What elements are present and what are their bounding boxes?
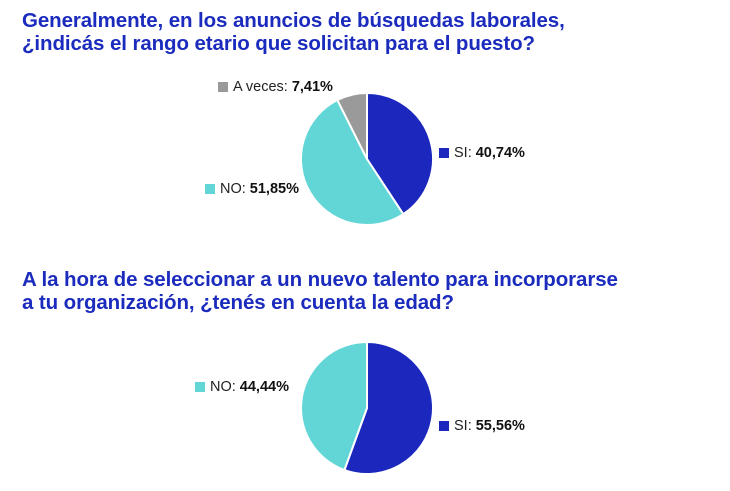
- chart2-title: A la hora de seleccionar a un nuevo tale…: [22, 268, 618, 314]
- legend-value: 40,74%: [475, 145, 525, 161]
- no-swatch-icon: [205, 184, 215, 194]
- si-swatch-icon: [439, 148, 449, 158]
- chart1-pie: [299, 92, 434, 226]
- legend-value: 55,56%: [475, 418, 525, 434]
- chart2-title-line1: A la hora de seleccionar a un nuevo tale…: [22, 268, 618, 291]
- chart2-legend-no: NO: 44,44%: [195, 379, 289, 395]
- chart2-title-line2: a tu organización, ¿tenés en cuenta la e…: [22, 291, 454, 314]
- pie-slice-no: [300, 341, 368, 472]
- legend-value: 44,44%: [239, 379, 289, 395]
- legend-value: 7,41%: [291, 79, 333, 95]
- legend-value: 51,85%: [249, 181, 299, 197]
- a-veces-swatch-icon: [218, 82, 228, 92]
- chart1-title: Generalmente, en los anuncios de búsqued…: [22, 9, 565, 55]
- pie-slice-a-veces: [336, 92, 368, 160]
- legend-label: A veces:: [233, 79, 288, 95]
- chart2-pie: [300, 341, 434, 475]
- chart1-title-line1: Generalmente, en los anuncios de búsqued…: [22, 9, 565, 32]
- legend-label: NO:: [220, 181, 246, 197]
- legend-label: SI:: [454, 145, 472, 161]
- chart1-legend-a-veces: A veces: 7,41%: [218, 79, 333, 95]
- si-swatch-icon: [439, 421, 449, 431]
- pie-slice-si: [343, 341, 434, 475]
- chart1-legend-no: NO: 51,85%: [205, 181, 299, 197]
- chart1-title-line2: ¿indicás el rango etario que solicitan p…: [22, 32, 535, 55]
- no-swatch-icon: [195, 382, 205, 392]
- legend-label: NO:: [210, 379, 236, 395]
- legend-label: SI:: [454, 418, 472, 434]
- chart2-legend-si: SI: 55,56%: [439, 418, 525, 434]
- chart1-legend-si: SI: 40,74%: [439, 145, 525, 161]
- pie-slice-no: [299, 99, 405, 226]
